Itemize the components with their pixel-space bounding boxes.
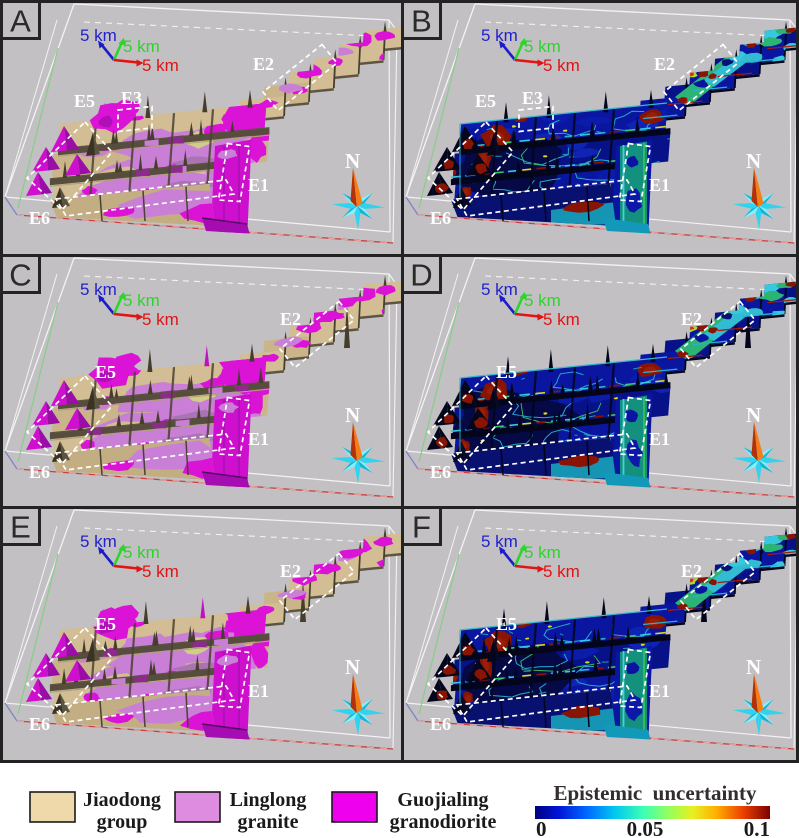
- svg-text:E: E: [10, 510, 31, 545]
- svg-text:C: C: [9, 258, 31, 293]
- svg-text:0.05: 0.05: [627, 817, 664, 838]
- svg-text:B: B: [411, 4, 432, 39]
- svg-text:Guojialing: Guojialing: [397, 789, 488, 811]
- svg-text:Epistemic uncertainty: Epistemic uncertainty: [554, 781, 757, 805]
- svg-text:granite: granite: [237, 811, 298, 833]
- svg-text:A: A: [10, 4, 31, 39]
- svg-text:F: F: [412, 510, 431, 545]
- svg-text:0.1: 0.1: [744, 817, 770, 838]
- svg-text:Linglong: Linglong: [230, 789, 307, 811]
- svg-text:D: D: [410, 258, 432, 293]
- svg-text:granodiorite: granodiorite: [390, 811, 497, 833]
- svg-text:0: 0: [536, 817, 547, 838]
- svg-text:group: group: [97, 811, 148, 833]
- svg-text:Jiaodong: Jiaodong: [83, 789, 161, 811]
